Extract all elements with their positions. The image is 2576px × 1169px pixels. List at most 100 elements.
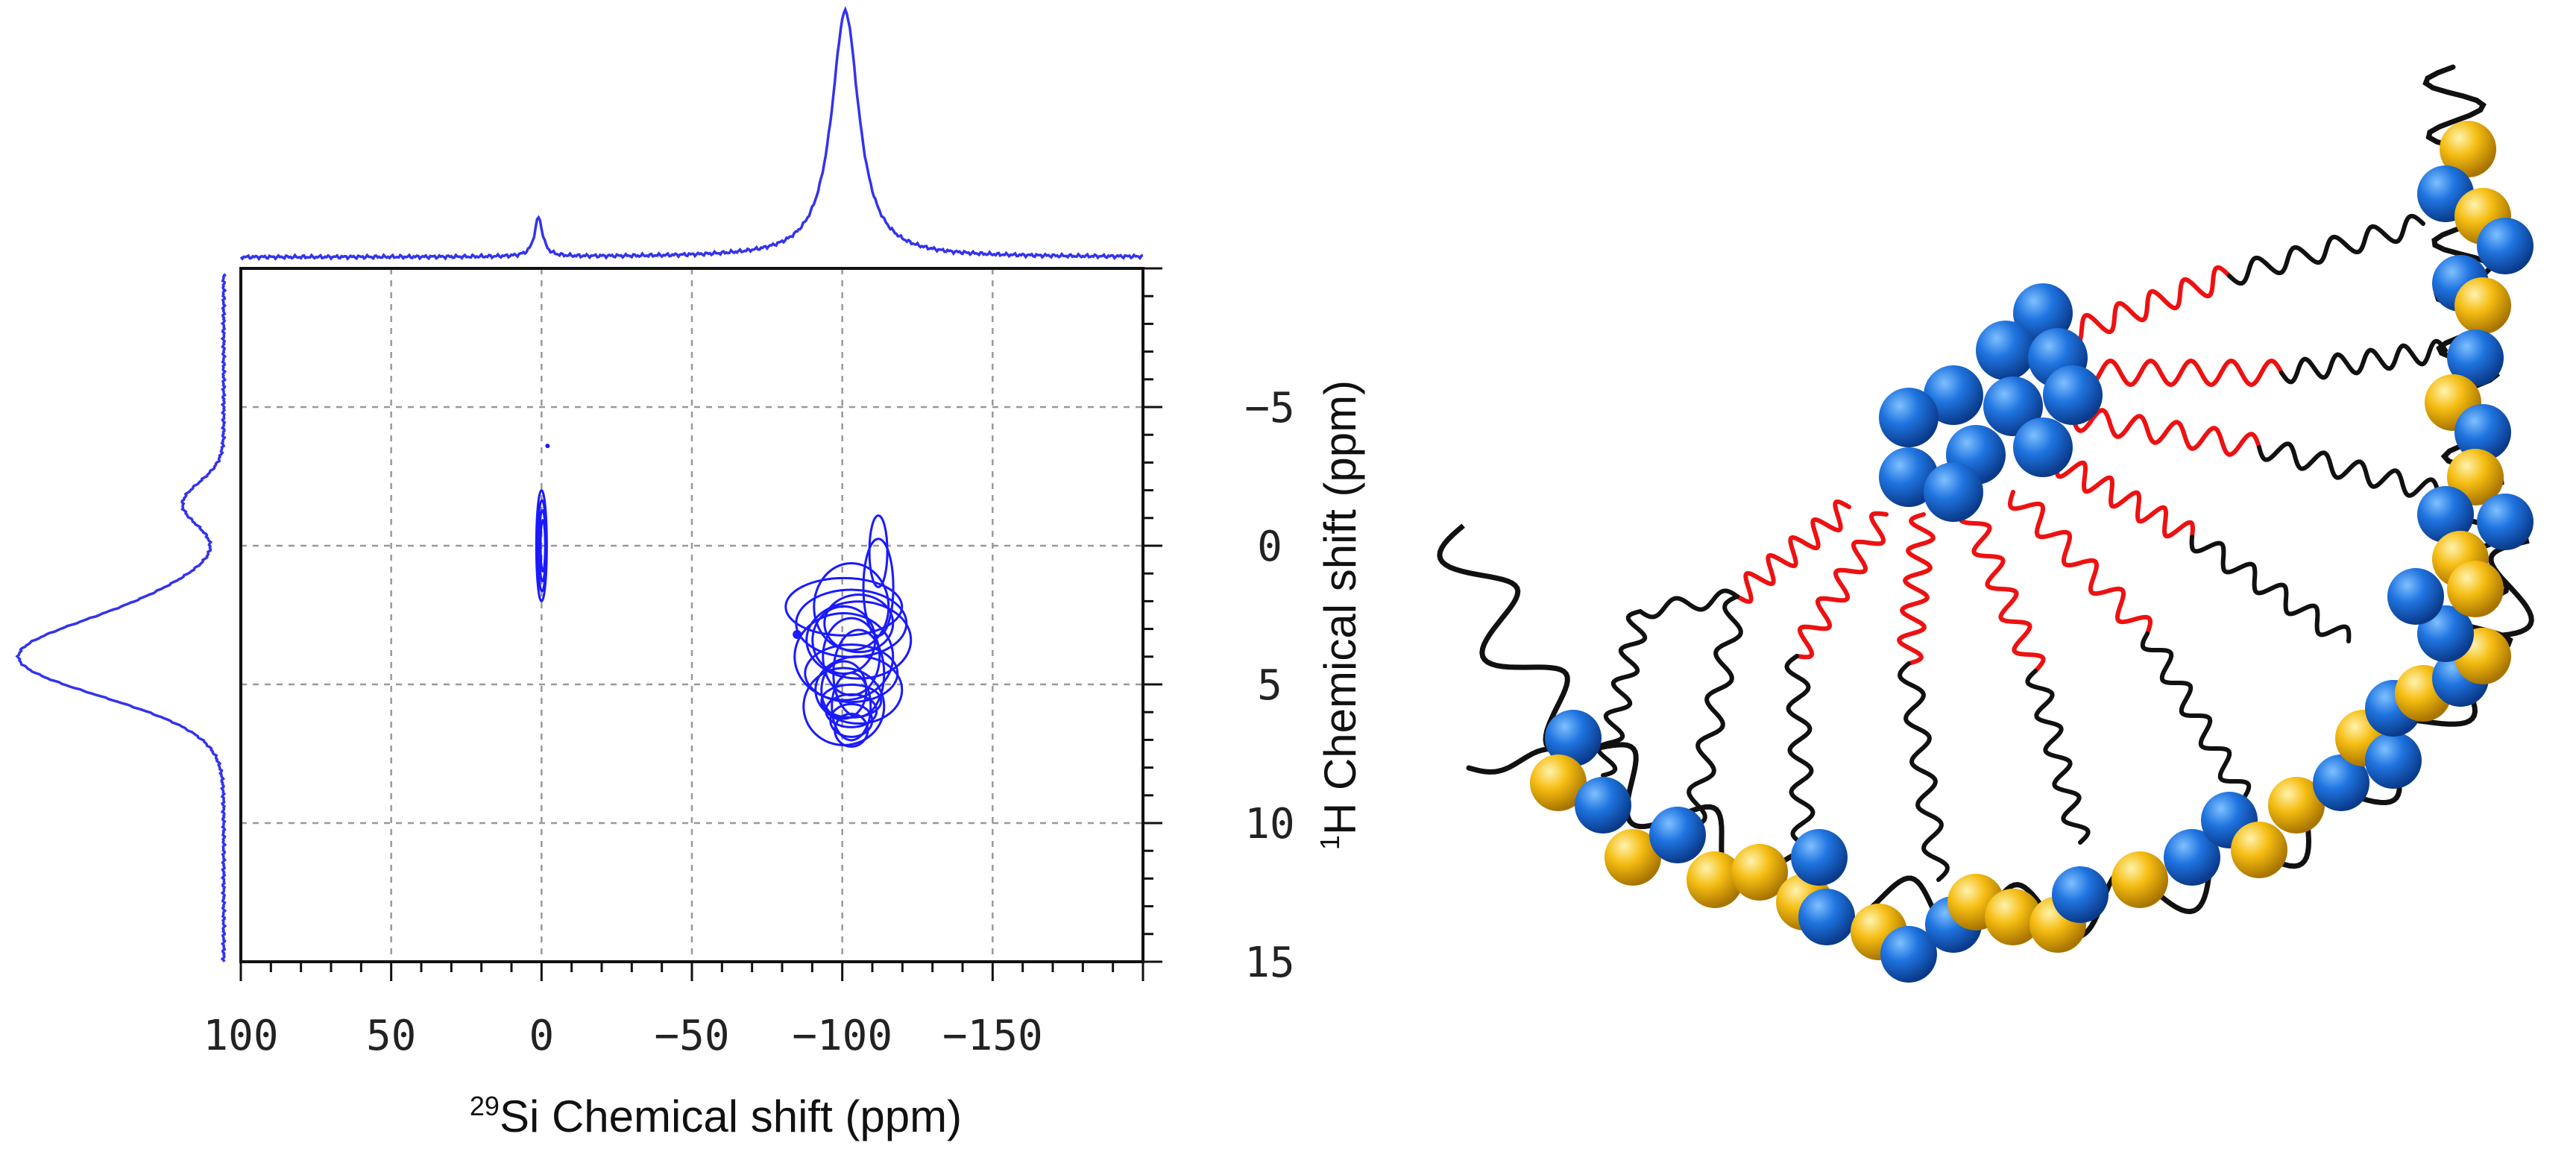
hydrophobic-chain-red: [2007, 490, 2153, 636]
grid-lines: [241, 268, 1143, 962]
contour-main: [820, 683, 883, 719]
blue-bead: [2052, 866, 2109, 923]
molecular-assembly-illustration: [1437, 64, 2534, 983]
blue-bead: [1983, 376, 2043, 436]
blue-bead: [2313, 754, 2369, 811]
blue-bead: [2043, 365, 2103, 425]
hydrophobic-chain-red: [2070, 408, 2261, 457]
contour-main: [831, 672, 872, 742]
bead-layer: [1530, 121, 2534, 983]
y-axis-superscript: 1: [1314, 835, 1345, 850]
contour-main: [823, 593, 895, 654]
contour-main: [813, 562, 890, 652]
hydrophobic-chain-red: [2063, 265, 2232, 347]
hydrophobic-chain-black: [1784, 654, 1817, 867]
contour-main: [802, 667, 886, 746]
contour-small-spot: [793, 630, 802, 640]
y-tick-label: 10: [1244, 800, 1294, 848]
contour-main: [834, 712, 869, 748]
yellow-bead: [2454, 277, 2511, 334]
yellow-bead: [1731, 844, 1788, 901]
contour-main: [784, 576, 904, 637]
hydrophobic-chain-black: [2025, 669, 2091, 845]
hydrophobic-chain-black: [2227, 213, 2425, 286]
yellow-bead: [1985, 889, 2041, 945]
blue-bead: [2013, 418, 2073, 477]
hydrophobic-chain-red: [2054, 460, 2196, 539]
hydrophobic-chain-red: [1735, 499, 1851, 605]
yellow-bead: [2447, 561, 2504, 617]
y-tick-label: 15: [1244, 939, 1294, 987]
y-axis-title: 1H Chemical shift (ppm): [1314, 380, 1365, 850]
contour-si0: [539, 519, 547, 573]
hydrophobic-chain-black: [1687, 594, 1743, 830]
yellow-bead: [1605, 829, 1661, 886]
blue-bead: [1880, 926, 1937, 983]
hydrophobic-chain-black: [1898, 661, 1950, 882]
hydrophobic-chain-black: [1596, 609, 1648, 778]
blue-bead: [2365, 732, 2422, 789]
yellow-bead: [2440, 121, 2496, 177]
blue-bead: [1924, 462, 1983, 522]
contour-main: [829, 702, 874, 738]
blue-bead: [1798, 889, 1855, 945]
hydrophobic-chain-red: [1896, 512, 1936, 666]
contour-main: [814, 655, 904, 725]
x-tick-label: −50: [654, 1012, 729, 1060]
yellow-bead: [1687, 851, 1743, 908]
contour-main-tail: [862, 538, 895, 637]
minor-ticks: [239, 267, 1162, 981]
blue-bead: [1649, 807, 1706, 863]
hydrophobic-chain-black: [1638, 588, 1739, 620]
x-axis-superscript: 29: [470, 1091, 500, 1121]
blue-bead: [2164, 829, 2220, 886]
h1-projection-line: [15, 273, 227, 962]
contour-small-dot: [545, 444, 550, 449]
x-axis-label: Si Chemical shift (ppm): [500, 1091, 962, 1141]
contour-main: [793, 612, 895, 702]
hydrophobic-chain-red: [1795, 511, 1889, 660]
yellow-bead: [2231, 822, 2287, 878]
yellow-bead: [1530, 754, 1587, 811]
hydrophobic-chain-black: [2140, 631, 2252, 800]
hydrophobic-chain-red: [1958, 505, 2046, 673]
x-tick-label: −150: [942, 1012, 1043, 1060]
y-tick-label: −5: [1244, 384, 1294, 432]
y-tick-label: 0: [1257, 523, 1282, 571]
x-tick-label: 50: [366, 1012, 416, 1060]
alkyl-chains: [1596, 213, 2448, 882]
blue-bead: [1924, 365, 1983, 425]
blue-bead: [1545, 710, 1602, 766]
blue-bead: [2477, 218, 2534, 274]
blue-bead: [1791, 829, 1848, 886]
hydrophobic-chain-black: [2189, 535, 2352, 643]
hydrophobic-chain-red: [2078, 358, 2284, 388]
yellow-bead: [2111, 851, 2168, 908]
y-tick-label: 5: [1257, 661, 1282, 710]
contour-main: [805, 600, 913, 680]
y-tick-labels: −5 0 5 10 15: [1244, 384, 1294, 987]
blue-bead: [2454, 404, 2511, 461]
blue-bead: [1976, 321, 2035, 380]
x-tick-label: 100: [203, 1012, 278, 1060]
blue-bead: [1879, 388, 1939, 447]
hydrophobic-chain-black: [2279, 338, 2448, 385]
contour-main: [825, 693, 878, 728]
x-tick-label: −100: [792, 1012, 892, 1060]
blue-bead: [2417, 486, 2474, 543]
hydrophobic-chain-black: [2257, 441, 2440, 498]
blue-bead: [1575, 777, 1631, 834]
x-axis-title: 29Si Chemical shift (ppm): [470, 1091, 962, 1141]
x-tick-labels: 100 50 0 −50 −100 −150: [203, 1012, 1042, 1060]
contour-layer: [535, 444, 913, 748]
blue-bead: [2387, 568, 2444, 625]
si29-projection-line: [239, 6, 1144, 262]
blue-bead: [2477, 494, 2534, 550]
blue-bead: [2447, 330, 2504, 386]
contour-main: [820, 660, 868, 720]
yellow-bead: [2268, 777, 2325, 834]
x-tick-label: 0: [529, 1012, 554, 1060]
y-axis-label: H Chemical shift (ppm): [1315, 380, 1365, 835]
